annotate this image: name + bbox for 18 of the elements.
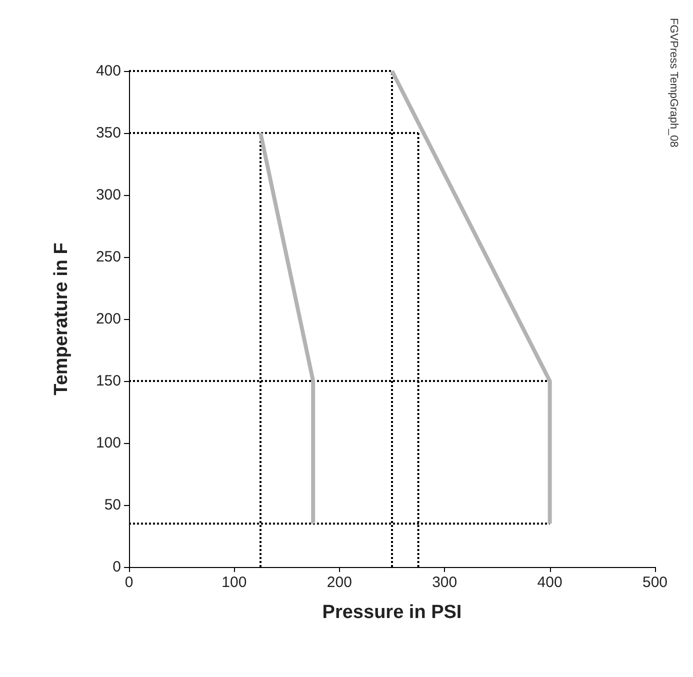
x-tick-label: 200 bbox=[326, 574, 352, 591]
y-tick-label: 350 bbox=[96, 124, 121, 142]
y-tick-label: 100 bbox=[96, 434, 121, 452]
y-tick-label: 0 bbox=[112, 558, 121, 576]
y-tick-label: 300 bbox=[96, 186, 121, 204]
x-tick-label: 100 bbox=[222, 574, 247, 591]
x-tick-label: 500 bbox=[642, 574, 668, 591]
y-axis-title: Temperature in F bbox=[51, 242, 72, 396]
x-tick-label: 0 bbox=[124, 574, 134, 591]
y-tick-label: 200 bbox=[96, 310, 121, 328]
text: FGVPress TempGraph_08 bbox=[668, 18, 680, 148]
x-tick-label: 300 bbox=[432, 574, 458, 591]
x-tick-label: 400 bbox=[537, 574, 562, 591]
x-axis-title: Pressure in PSI bbox=[322, 602, 462, 623]
y-tick-label: 150 bbox=[96, 372, 121, 390]
y-tick-label: 250 bbox=[96, 248, 121, 266]
y-tick-label: 400 bbox=[96, 62, 121, 80]
y-tick-label: 50 bbox=[104, 496, 121, 514]
